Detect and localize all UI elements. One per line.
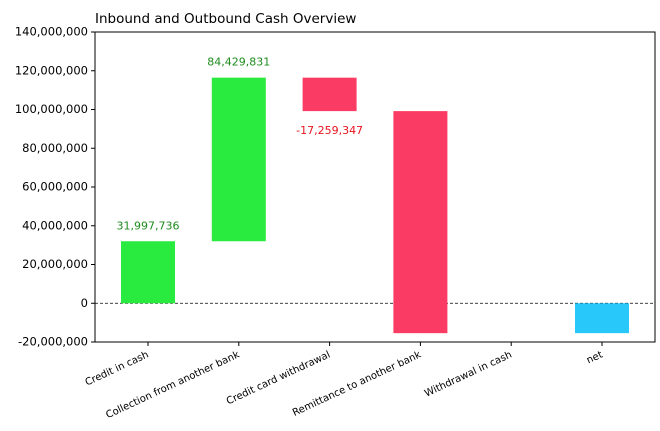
data-label: 31,997,736 <box>117 219 180 232</box>
x-tick-label: Credit in cash <box>84 349 151 388</box>
bar <box>393 111 448 334</box>
bar <box>302 77 357 112</box>
bar <box>575 303 629 334</box>
y-tick-label: 0 <box>81 296 88 310</box>
y-tick-label: 140,000,000 <box>15 25 88 39</box>
y-tick-label: 60,000,000 <box>22 180 88 194</box>
y-tick-label: 100,000,000 <box>15 102 88 116</box>
x-tick-label: Withdrawal in cash <box>423 349 514 399</box>
y-tick-label: 80,000,000 <box>22 141 88 155</box>
y-tick-label: 20,000,000 <box>22 257 88 271</box>
y-tick-label: -20,000,000 <box>18 335 88 349</box>
bar <box>121 241 175 304</box>
chart-title: Inbound and Outbound Cash Overview <box>95 11 356 27</box>
bar <box>211 77 266 242</box>
x-tick-label: net <box>585 349 605 366</box>
plot-frame <box>94 31 656 343</box>
data-label: -17,259,347 <box>296 124 363 137</box>
y-tick-label: 40,000,000 <box>22 218 88 232</box>
data-label: 84,429,831 <box>207 56 270 69</box>
y-tick-label: 120,000,000 <box>15 63 88 77</box>
